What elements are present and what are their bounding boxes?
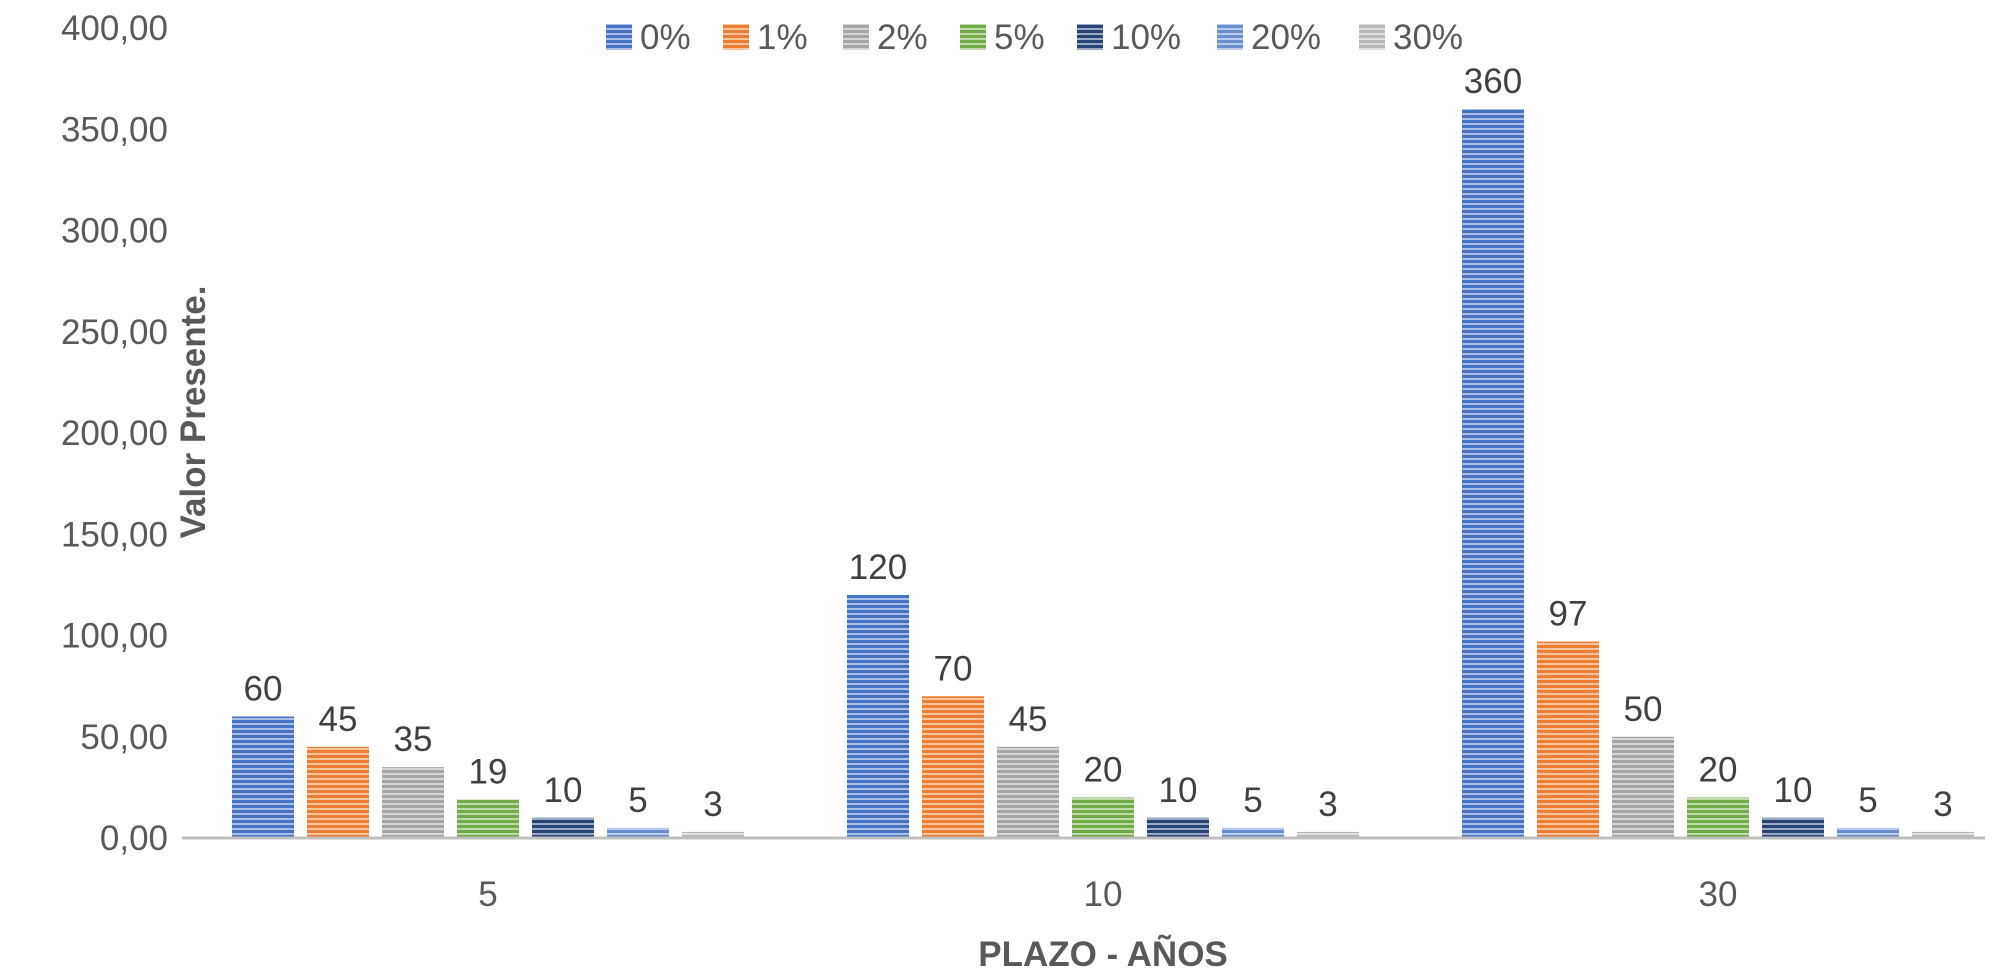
bar [457, 799, 519, 838]
legend-label: 2% [877, 18, 928, 57]
data-label: 3 [703, 785, 722, 824]
bar [682, 831, 744, 838]
legend-label: 10% [1111, 18, 1181, 57]
y-tick-label: 200,00 [61, 414, 168, 453]
legend-item: 30% [1359, 18, 1463, 57]
x-axis-categories: 5 10 30 [478, 875, 1737, 914]
legend-item: 2% [843, 18, 928, 57]
y-tick-label: 50,00 [80, 718, 168, 757]
data-label: 70 [934, 649, 973, 688]
data-label: 5 [628, 781, 647, 820]
bar [1837, 827, 1899, 838]
y-tick-label: 350,00 [61, 110, 168, 149]
bar [232, 716, 294, 838]
data-label: 10 [1774, 771, 1813, 810]
legend-swatch [960, 24, 986, 50]
bar [1687, 797, 1749, 838]
legend-swatch [606, 24, 632, 50]
legend-swatch [723, 24, 749, 50]
data-label: 3 [1933, 785, 1952, 824]
bar [1147, 817, 1209, 838]
bar [922, 696, 984, 838]
legend-swatch [1359, 24, 1385, 50]
data-label: 60 [244, 670, 283, 709]
data-label: 50 [1624, 690, 1663, 729]
data-label: 97 [1549, 595, 1588, 634]
legend-label: 20% [1251, 18, 1321, 57]
bar [607, 827, 669, 838]
data-label: 120 [849, 548, 907, 587]
bar [382, 767, 444, 838]
bar [532, 817, 594, 838]
bar [1537, 641, 1599, 838]
bar [847, 595, 909, 838]
x-tick-label: 10 [1084, 875, 1123, 914]
bar [307, 746, 369, 838]
data-label: 35 [394, 720, 433, 759]
x-axis-title: PLAZO - AÑOS [978, 935, 1228, 972]
y-tick-label: 300,00 [61, 212, 168, 251]
legend-item: 5% [960, 18, 1045, 57]
data-label: 10 [1159, 771, 1198, 810]
bar [1762, 817, 1824, 838]
data-label: 20 [1699, 751, 1738, 790]
bar [1072, 797, 1134, 838]
y-tick-label: 150,00 [61, 515, 168, 554]
data-label: 10 [544, 771, 583, 810]
legend-item: 10% [1077, 18, 1181, 57]
bar [1222, 827, 1284, 838]
bar [997, 746, 1059, 838]
legend-swatch [1077, 24, 1103, 50]
data-label: 19 [469, 753, 508, 792]
data-label: 3 [1318, 785, 1337, 824]
legend-item: 20% [1217, 18, 1321, 57]
x-tick-label: 30 [1699, 875, 1738, 914]
legend-item: 1% [723, 18, 808, 57]
data-label: 45 [1009, 700, 1048, 739]
y-tick-label: 0,00 [100, 819, 168, 858]
data-labels: 60 45 35 19 10 5 3 120 70 45 20 10 5 3 360 97 50 20 10 5 3 [244, 62, 1953, 824]
x-tick-label: 5 [478, 875, 497, 914]
data-label: 5 [1858, 781, 1877, 820]
legend-label: 30% [1393, 18, 1463, 57]
y-axis-ticks: 0,00 50,00 100,00 150,00 200,00 250,00 300,00 3… [61, 9, 168, 858]
data-label: 20 [1084, 751, 1123, 790]
y-tick-label: 100,00 [61, 617, 168, 656]
data-label: 360 [1464, 62, 1522, 101]
legend-label: 0% [640, 18, 691, 57]
y-tick-label: 250,00 [61, 313, 168, 352]
bar [1297, 831, 1359, 838]
bar [1612, 736, 1674, 838]
legend-swatch [1217, 24, 1243, 50]
bar [1462, 109, 1524, 838]
legend-swatch [843, 24, 869, 50]
bars [232, 109, 1974, 838]
legend-label: 1% [757, 18, 808, 57]
data-label: 5 [1243, 781, 1262, 820]
legend-item: 0% [606, 18, 691, 57]
legend-label: 5% [994, 18, 1045, 57]
legend: 0% 1% 2% 5% 10% 20% 30% [606, 18, 1463, 57]
data-label: 45 [319, 700, 358, 739]
y-axis-title: Valor Presente. [174, 286, 213, 539]
y-tick-label: 400,00 [61, 9, 168, 48]
bar [1912, 831, 1974, 838]
